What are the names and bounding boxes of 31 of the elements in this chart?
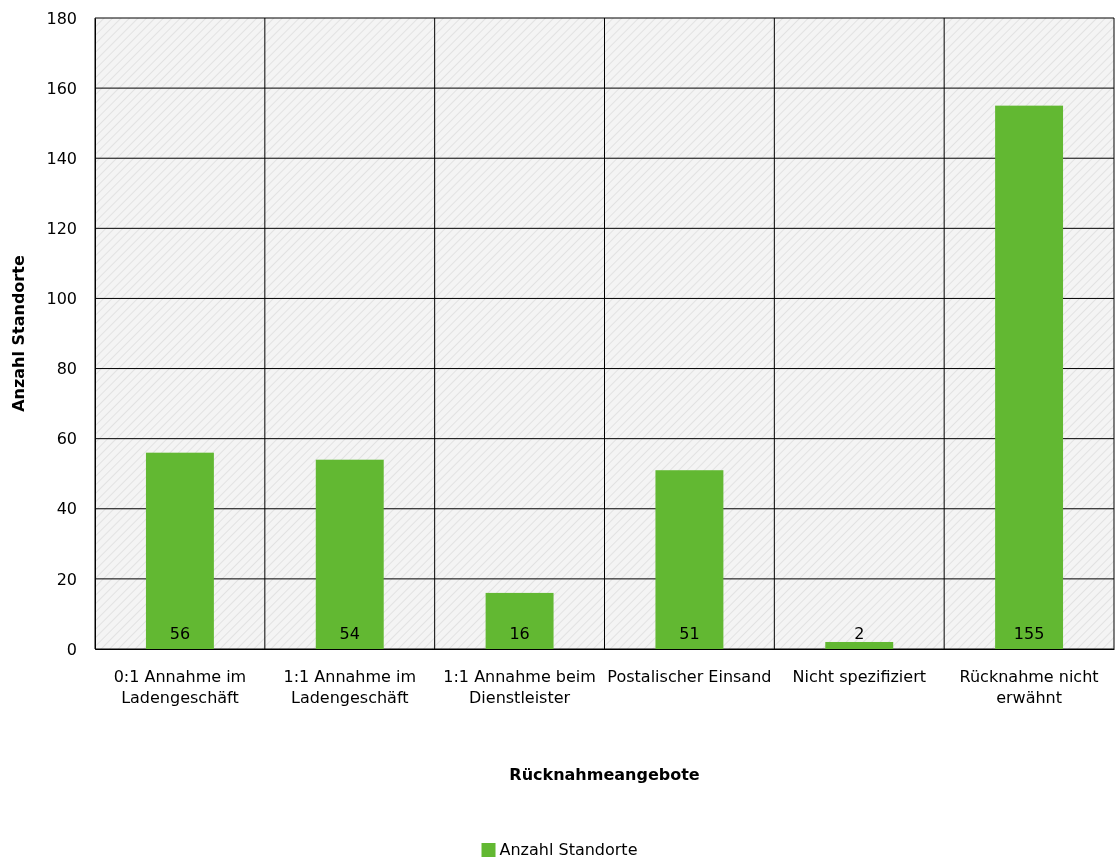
y-tick-label: 0 (66, 639, 77, 659)
bar (655, 470, 724, 649)
y-tick-label: 60 (56, 429, 77, 449)
x-tick-label: Rücknahme nicht erwähnt (959, 667, 1099, 708)
bar (315, 459, 384, 649)
y-tick-label: 80 (56, 359, 77, 379)
data-label: 51 (679, 624, 700, 643)
x-axis-title: Rücknahmeangebote (509, 765, 700, 784)
data-label: 54 (339, 624, 360, 643)
y-axis-title: Anzahl Standorte (9, 255, 28, 412)
x-tick-label: 1:1 Annahme beim Dienstleister (443, 667, 596, 708)
data-label: 16 (509, 624, 530, 643)
x-tick-label: Nicht spezifiziert (792, 667, 927, 687)
y-tick-label: 20 (56, 569, 77, 589)
legend-label: Anzahl Standorte (499, 840, 638, 859)
y-tick-label: 120 (46, 218, 77, 238)
data-label: 155 (1013, 624, 1045, 643)
x-tick-label: 0:1 Annahme im Ladengeschäft (113, 667, 247, 708)
data-label: 56 (169, 624, 191, 643)
y-tick-label: 140 (46, 148, 77, 168)
bar (485, 592, 554, 649)
bar (825, 641, 894, 649)
bar (145, 452, 214, 649)
y-tick-label: 100 (46, 289, 77, 309)
y-tick-label: 40 (56, 499, 77, 519)
y-tick-label: 180 (46, 8, 77, 28)
bar (995, 105, 1064, 649)
y-tick-label: 160 (46, 78, 77, 98)
x-tick-label: Postalischer Einsand (607, 667, 772, 687)
x-tick-label: 1:1 Annahme im Ladengeschäft (283, 667, 417, 708)
data-label: 2 (854, 624, 865, 643)
